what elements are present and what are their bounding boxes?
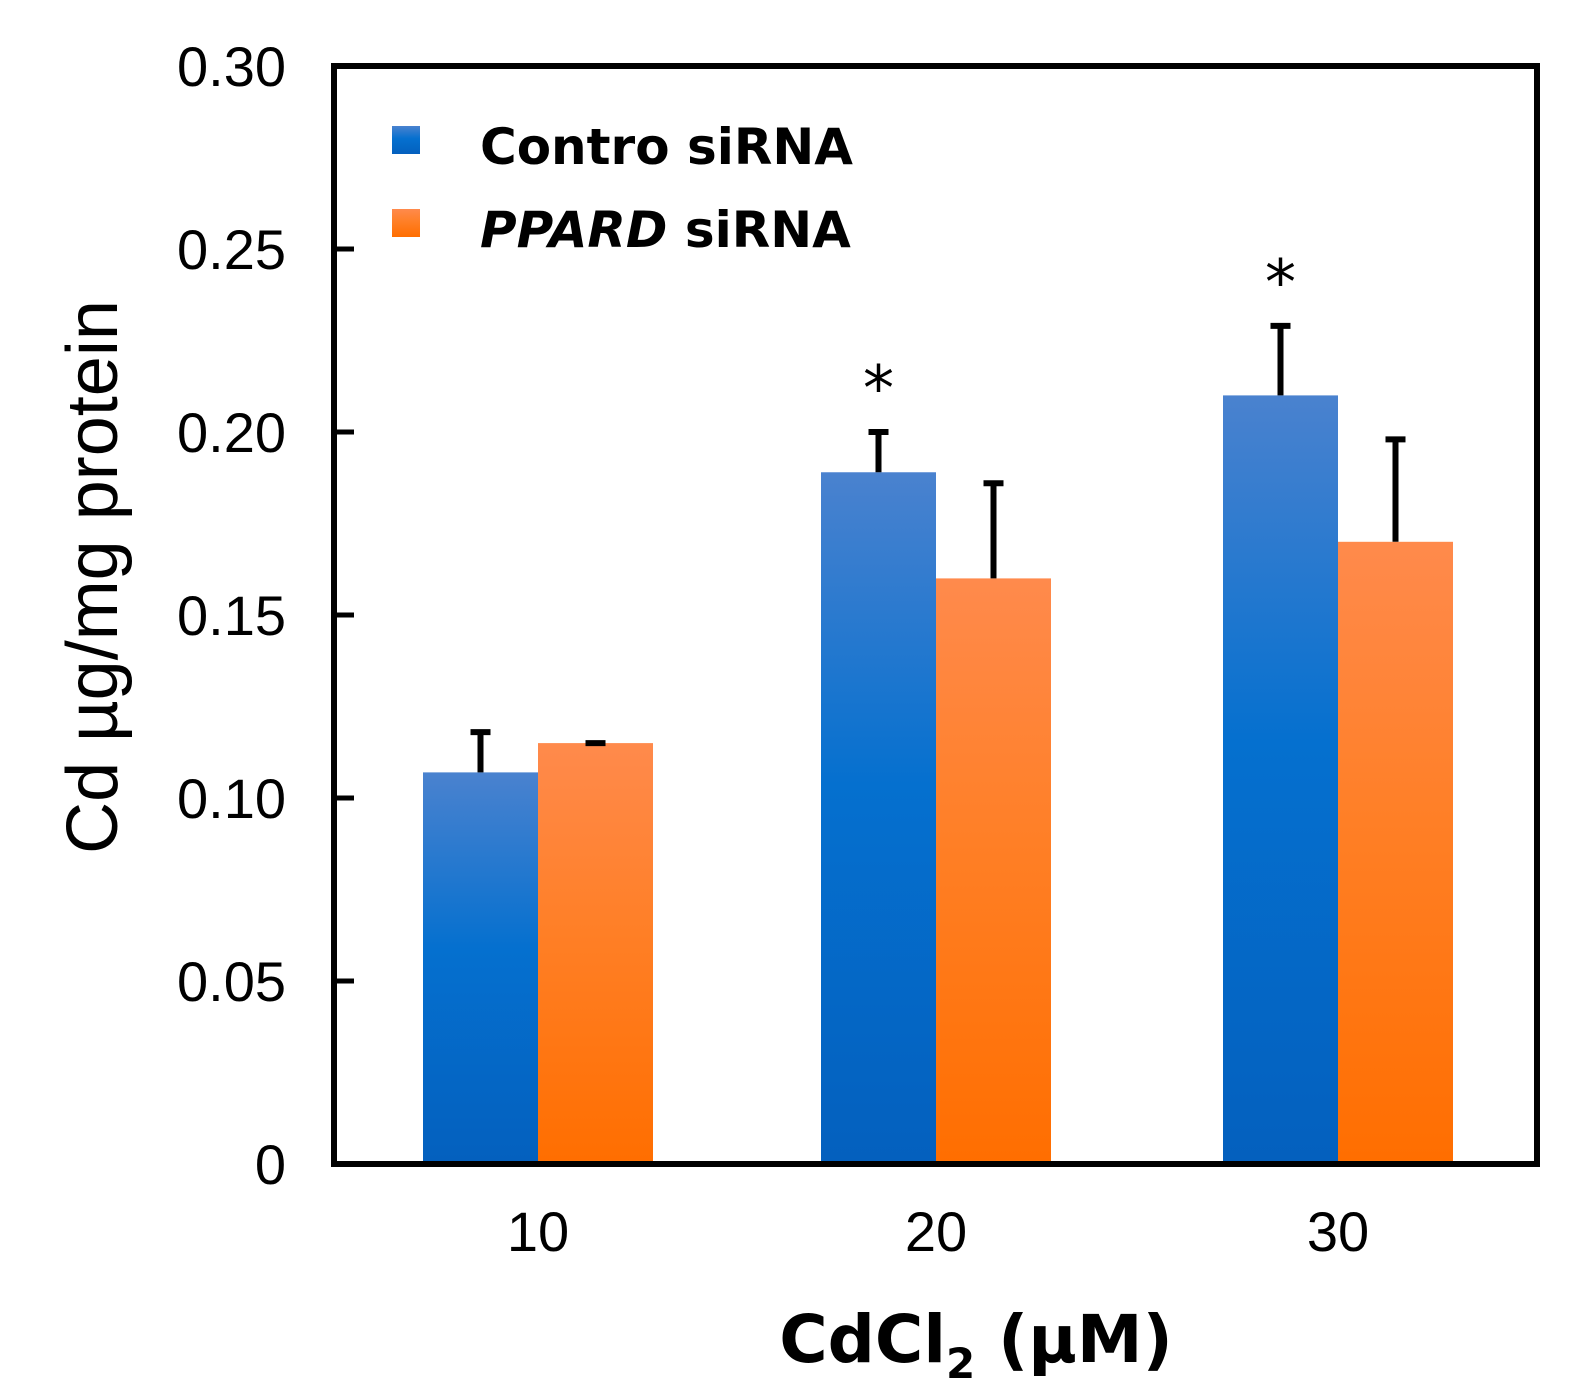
legend-swatch-control	[392, 126, 420, 154]
bar-ppard-10	[538, 743, 653, 1164]
bar-ppard-30	[1338, 541, 1453, 1164]
y-tick-label-0.30: 0.30	[177, 35, 286, 98]
y-tick-label-0: 0	[255, 1133, 286, 1196]
significance-mark-30: *	[1265, 246, 1296, 319]
x-tick-label-30: 30	[1307, 1200, 1369, 1263]
y-axis-title: Cd µg/mg protein	[53, 300, 133, 854]
legend-label-control-suffix: siRNA	[687, 118, 853, 176]
legend-swatch-ppard	[392, 209, 420, 237]
y-tick-label-0.10: 0.10	[177, 767, 286, 830]
y-axis: 0 0.05 0.10 0.15 0.20 0.25 0.30	[177, 35, 354, 1196]
legend-label-ppard-suffix: siRNA	[685, 201, 851, 259]
y-tick-label-0.15: 0.15	[177, 584, 286, 647]
legend-label-control: Contro siRNA	[480, 118, 853, 176]
bar-ppard-20	[936, 578, 1051, 1164]
legend-label-control-gene: Contro	[480, 118, 670, 176]
bars-layer	[423, 395, 1453, 1164]
bar-control-10	[423, 772, 538, 1164]
y-tick-label-0.25: 0.25	[177, 218, 286, 281]
legend-label-ppard-gene: PPARD	[480, 201, 667, 259]
x-axis: 10 20 30	[507, 1200, 1369, 1263]
x-axis-title-subscript: 2	[946, 1339, 975, 1388]
y-tick-label-0.20: 0.20	[177, 401, 286, 464]
error-bars-layer	[470, 322, 1406, 773]
x-tick-label-10: 10	[507, 1200, 569, 1263]
x-tick-label-20: 20	[905, 1200, 967, 1263]
x-axis-title: CdCl2 (µM)	[779, 1301, 1173, 1388]
y-tick-label-0.05: 0.05	[177, 950, 286, 1013]
bar-control-20	[821, 472, 936, 1164]
significance-mark-20: *	[863, 352, 894, 425]
legend: Contro siRNA PPARD siRNA	[392, 118, 853, 259]
significance-layer: **	[863, 246, 1296, 425]
bar-control-30	[1223, 395, 1338, 1164]
x-axis-title-main: CdCl	[779, 1301, 946, 1378]
legend-label-ppard: PPARD siRNA	[480, 201, 851, 259]
x-axis-title-unit: (µM)	[975, 1301, 1173, 1378]
